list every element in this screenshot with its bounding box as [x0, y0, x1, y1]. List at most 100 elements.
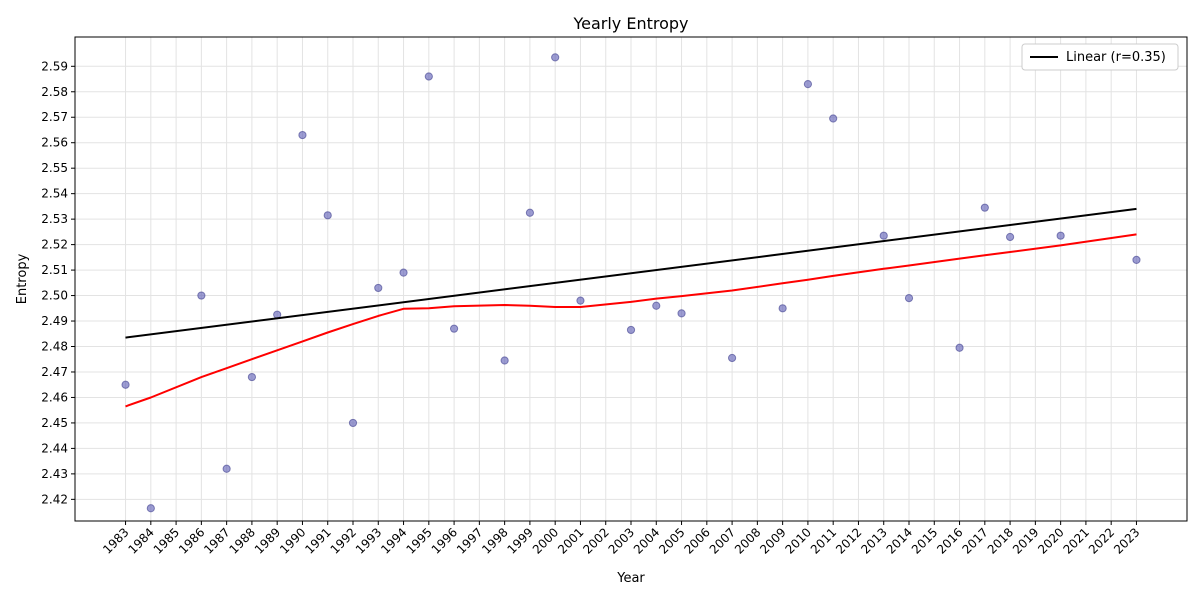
- data-point: [803, 80, 813, 89]
- data-point: [904, 294, 914, 303]
- x-tick-label: 2003: [606, 525, 637, 556]
- x-tick-label: 2019: [1010, 525, 1041, 556]
- x-tick-label: 1990: [277, 525, 308, 556]
- data-point: [576, 296, 585, 305]
- x-tick-label: 1992: [328, 525, 359, 556]
- scatter-points: [121, 53, 1141, 513]
- data-point: [348, 418, 358, 428]
- x-tick-label: 1989: [252, 525, 283, 556]
- data-point: [121, 380, 130, 389]
- y-tick-label: 2.56: [41, 136, 68, 150]
- x-axis-ticks: 1983198419851986198719881989199019911992…: [100, 521, 1143, 557]
- y-tick-label: 2.57: [41, 110, 68, 124]
- data-point: [626, 325, 636, 335]
- x-tick-label: 2021: [1061, 525, 1092, 556]
- data-point: [399, 268, 408, 277]
- grid: [75, 37, 1187, 521]
- data-point: [525, 208, 535, 217]
- x-tick-label: 1998: [479, 525, 510, 556]
- data-point: [222, 464, 231, 473]
- data-point: [500, 356, 509, 365]
- data-point: [424, 72, 433, 81]
- y-tick-label: 2.42: [41, 492, 68, 506]
- legend: Linear (r=0.35): [1021, 43, 1179, 71]
- x-tick-label: 1987: [201, 525, 232, 556]
- data-point: [980, 203, 989, 212]
- data-point: [551, 53, 560, 62]
- y-tick-label: 2.45: [41, 416, 68, 430]
- x-tick-label: 2023: [1111, 525, 1142, 556]
- data-point: [1132, 255, 1141, 264]
- smoothed-trend-line: [125, 233, 1137, 408]
- y-tick-label: 2.50: [41, 289, 68, 303]
- x-tick-label: 2012: [833, 525, 864, 556]
- x-tick-label: 2007: [707, 525, 738, 556]
- data-point: [197, 291, 206, 300]
- y-tick-label: 2.59: [41, 59, 68, 73]
- data-point: [652, 301, 661, 310]
- x-tick-label: 2006: [681, 525, 712, 556]
- data-point: [955, 343, 964, 352]
- data-point: [778, 304, 787, 313]
- data-point: [879, 231, 888, 240]
- x-tick-label: 2002: [580, 525, 611, 556]
- y-tick-label: 2.43: [41, 467, 68, 481]
- x-tick-label: 2004: [631, 525, 662, 556]
- data-point: [1056, 231, 1065, 240]
- y-tick-label: 2.46: [41, 390, 68, 404]
- x-tick-label: 1996: [429, 525, 460, 556]
- y-tick-label: 2.55: [41, 161, 68, 175]
- x-tick-label: 1991: [302, 525, 333, 556]
- data-point: [374, 283, 383, 293]
- x-tick-label: 1994: [378, 525, 409, 556]
- linear-fit-line: [125, 207, 1137, 339]
- x-tick-label: 1993: [353, 525, 384, 556]
- data-point: [1005, 232, 1015, 242]
- x-tick-label: 1986: [176, 525, 207, 556]
- x-tick-label: 2020: [1035, 525, 1066, 556]
- x-tick-label: 1995: [403, 525, 434, 556]
- y-tick-label: 2.49: [41, 314, 68, 328]
- x-tick-label: 2015: [909, 525, 940, 556]
- y-tick-label: 2.54: [41, 187, 68, 201]
- data-point: [323, 211, 332, 220]
- x-tick-label: 2016: [934, 525, 965, 556]
- x-tick-label: 2011: [808, 525, 839, 556]
- data-point: [727, 353, 737, 363]
- x-tick-label: 2014: [884, 525, 915, 556]
- x-axis-label: Year: [616, 571, 645, 586]
- x-tick-label: 2005: [656, 525, 687, 556]
- legend-entry-linear: Linear (r=0.35): [1066, 50, 1166, 65]
- y-tick-label: 2.52: [41, 238, 68, 252]
- data-point: [298, 130, 307, 140]
- x-tick-label: 2008: [732, 525, 763, 556]
- x-tick-label: 2009: [757, 525, 788, 556]
- data-point: [247, 372, 257, 382]
- x-tick-label: 1983: [100, 525, 131, 556]
- y-axis-ticks: 2.42 2.43 2.44 2.45 2.46 2.47 2.48 2.49 2.50 2.51…: [41, 59, 75, 506]
- y-tick-label: 2.53: [41, 212, 68, 226]
- x-tick-label: 1985: [151, 525, 182, 556]
- data-point: [829, 114, 838, 123]
- data-point: [677, 309, 686, 318]
- y-tick-label: 2.47: [41, 365, 68, 379]
- y-tick-label: 2.48: [41, 340, 68, 354]
- x-tick-label: 2000: [530, 525, 561, 556]
- x-tick-label: 2018: [985, 525, 1016, 556]
- data-point: [449, 324, 459, 333]
- y-tick-label: 2.51: [41, 263, 68, 277]
- x-tick-label: 2013: [858, 525, 889, 556]
- y-tick-label: 2.44: [41, 441, 68, 455]
- x-tick-label: 1984: [125, 525, 156, 556]
- x-tick-label: 2017: [959, 525, 990, 556]
- x-tick-label: 1988: [227, 525, 258, 556]
- x-tick-label: 2022: [1086, 525, 1117, 556]
- data-point: [146, 504, 155, 513]
- x-tick-label: 1999: [505, 525, 536, 556]
- chart-title: Yearly Entropy: [572, 14, 688, 33]
- x-tick-label: 2010: [783, 525, 814, 556]
- y-tick-label: 2.58: [41, 85, 68, 99]
- legend-box: [1021, 43, 1179, 71]
- series-lines: [125, 207, 1137, 408]
